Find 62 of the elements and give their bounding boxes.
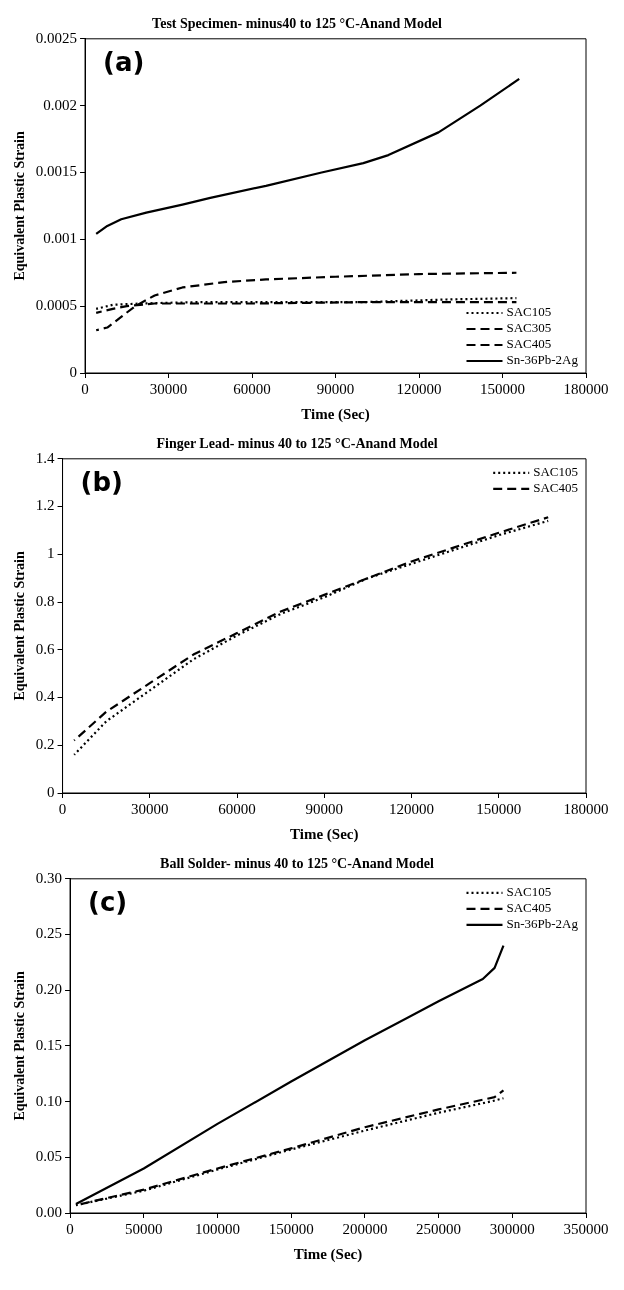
legend-label: SAC405 — [533, 480, 579, 496]
y-tick-label: 0.2 — [35, 736, 55, 753]
x-tick-label: 30000 — [149, 380, 188, 397]
y-axis-title: Equivalent Plastic Strain — [12, 971, 28, 1121]
y-tick-label: 0.4 — [35, 688, 56, 705]
x-tick-label: 90000 — [305, 800, 344, 817]
x-tick-label: 350000 — [563, 1220, 609, 1237]
chart-title: Ball Solder- minus 40 to 125 °C-Anand Model — [160, 856, 435, 872]
y-tick-label: 0 — [69, 363, 78, 380]
y-tick-label: 0.30 — [35, 869, 63, 886]
legend-label: SAC305 — [506, 320, 552, 336]
x-tick-label: 300000 — [489, 1220, 535, 1237]
y-tick-label: 0.6 — [35, 640, 56, 657]
y-tick-label: 0 — [47, 783, 55, 800]
y-tick-label: 0.002 — [43, 96, 78, 113]
y-tick-label: 0.20 — [35, 981, 63, 998]
x-axis-title: Time (Sec) — [290, 825, 359, 843]
y-tick-label: 0.25 — [35, 925, 63, 942]
x-tick-label: 90000 — [316, 380, 355, 397]
y-tick-label: 1.2 — [35, 497, 55, 514]
y-axis-title: Equivalent Plastic Strain — [12, 551, 28, 701]
y-tick-label: 0.05 — [35, 1148, 63, 1165]
legend-label: SAC105 — [533, 464, 579, 480]
x-tick-label: 150000 — [476, 800, 522, 817]
chart-title: Test Specimen- minus40 to 125 °C-Anand Model — [152, 16, 442, 32]
annotation: (b) — [80, 466, 123, 497]
y-tick-label: 1 — [47, 545, 55, 562]
chart-title: Finger Lead- minus 40 to 125 °C-Anand Model — [156, 436, 438, 452]
x-tick-label: 60000 — [233, 380, 271, 397]
x-tick-label: 60000 — [218, 800, 256, 817]
legend-label: Sn-36Pb-2Ag — [506, 916, 579, 932]
annotation: (a) — [103, 46, 145, 77]
x-tick-label: 30000 — [131, 800, 169, 817]
x-tick-label: 180000 — [563, 380, 609, 397]
legend-label: SAC405 — [506, 336, 552, 352]
x-tick-label: 120000 — [396, 380, 442, 397]
annotation: (c) — [88, 886, 128, 917]
legend-label: SAC105 — [506, 884, 552, 900]
x-tick-label: 180000 — [563, 800, 609, 817]
x-tick-label: 0 — [81, 380, 89, 397]
y-tick-label: 0.0025 — [35, 29, 78, 46]
x-axis-title: Time (Sec) — [301, 405, 370, 423]
x-tick-label: 150000 — [480, 380, 526, 397]
x-tick-label: 150000 — [268, 1220, 314, 1237]
x-axis-title: Time (Sec) — [293, 1245, 363, 1263]
y-tick-label: 0.0005 — [35, 297, 78, 314]
y-tick-label: 0.00 — [35, 1203, 63, 1220]
x-tick-label: 250000 — [416, 1220, 462, 1237]
y-tick-label: 0.001 — [43, 230, 78, 247]
y-tick-label: 0.8 — [35, 592, 55, 609]
x-tick-label: 100000 — [194, 1220, 240, 1237]
y-tick-label: 0.10 — [35, 1092, 63, 1109]
legend-label: Sn-36Pb-2Ag — [506, 352, 579, 368]
x-tick-label: 50000 — [125, 1220, 163, 1237]
y-tick-label: 1.4 — [35, 449, 56, 466]
y-tick-label: 0.15 — [35, 1036, 63, 1053]
legend-label: SAC405 — [506, 900, 552, 916]
y-tick-label: 0.0015 — [35, 163, 78, 180]
y-axis-title: Equivalent Plastic Strain — [12, 131, 28, 281]
x-tick-label: 200000 — [342, 1220, 388, 1237]
x-tick-label: 120000 — [389, 800, 435, 817]
legend-label: SAC105 — [506, 304, 552, 320]
